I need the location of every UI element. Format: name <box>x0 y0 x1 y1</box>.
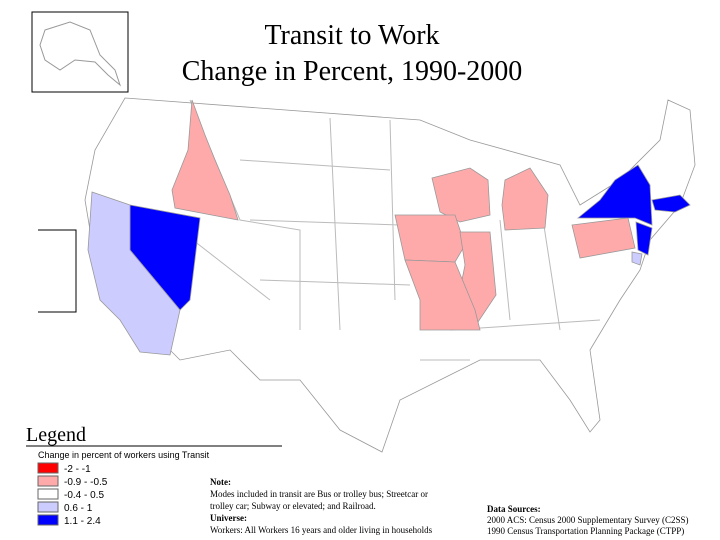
universe-text: Workers: All Workers 16 years and older … <box>210 525 433 535</box>
massachusetts <box>651 194 691 213</box>
legend-label: 0.6 - 1 <box>64 503 93 514</box>
legend-label: 1.1 - 2.4 <box>64 516 101 527</box>
sources-heading: Data Sources: <box>487 504 541 514</box>
delaware <box>631 251 643 266</box>
hawaii-inset <box>38 229 77 313</box>
title-line1: Transit to Work <box>264 20 439 51</box>
missouri <box>404 259 481 331</box>
sources-line: 1990 Census Transportation Planning Pack… <box>487 526 684 536</box>
title-line2: Change in Percent, 1990-2000 <box>182 56 523 87</box>
wisconsin <box>431 167 491 223</box>
legend-heading: Legend <box>26 424 86 446</box>
sources-line: 2000 ACS: Census 2000 Supplementary Surv… <box>487 515 689 525</box>
new-jersey <box>635 221 653 256</box>
pennsylvania <box>571 217 636 259</box>
legend-title: Change in percent of workers using Trans… <box>38 450 210 460</box>
michigan <box>501 167 549 231</box>
iowa <box>394 214 466 263</box>
legend-swatch <box>37 514 59 526</box>
california <box>87 191 181 356</box>
universe-heading: Universe: <box>210 513 247 523</box>
note-heading: Note: <box>210 477 231 487</box>
note-text: trolley car; Subway or elevated; and Rai… <box>210 501 376 511</box>
legend-label: -2 - -1 <box>64 464 91 475</box>
note: Note: Modes included in transit are Bus … <box>210 477 433 535</box>
note-text: Modes included in transit are Bus or tro… <box>210 489 428 499</box>
legend-swatch <box>37 501 59 513</box>
state-borders <box>179 99 601 361</box>
sources: Data Sources: 2000 ACS: Census 2000 Supp… <box>487 504 689 536</box>
alaska <box>39 21 122 87</box>
new-york <box>576 164 653 226</box>
legend-swatch <box>37 475 59 487</box>
legend-swatch <box>37 488 59 500</box>
legend-label: -0.9 - -0.5 <box>64 477 108 488</box>
idaho <box>171 99 239 221</box>
legend-label: -0.4 - 0.5 <box>64 490 104 501</box>
legend-swatch <box>37 462 59 474</box>
legend-items: -2 - -1 -0.9 - -0.5 -0.4 - 0.5 0.6 - 1 1.1 -… <box>37 462 108 527</box>
